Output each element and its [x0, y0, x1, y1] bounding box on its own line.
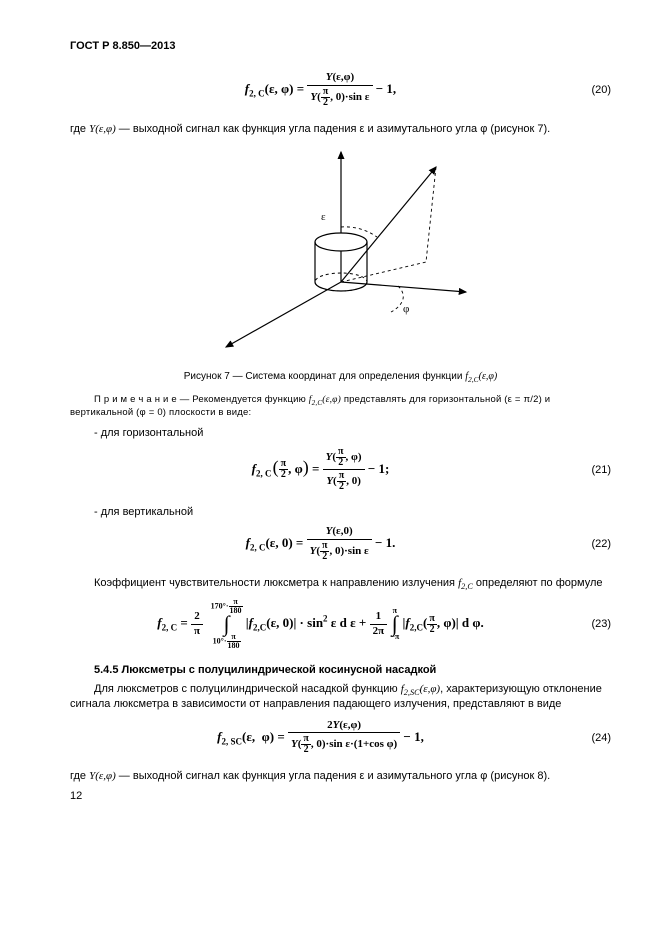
equation-22: f2, C(ε, 0) = Y(ε,0) Y(π2, 0)·sin ε − 1.… [70, 526, 611, 562]
equation-20: f2, C(ε, φ) = Y(ε,φ) Y(π2, 0)·sin ε − 1,… [70, 72, 611, 108]
para-y-def-1: где Y(ε,φ) — выходной сигнал как функция… [70, 122, 611, 137]
figure-7: ε φ [70, 142, 611, 365]
page-number: 12 [70, 790, 611, 802]
item-vertical: - для вертикальной [70, 506, 611, 518]
equation-number-24: (24) [571, 732, 611, 744]
epsilon-label: ε [321, 211, 326, 223]
para-coef-sensitivity: Коэффициент чувствительности люксметра к… [70, 576, 611, 591]
note-horizontal-vertical: П р и м е ч а н и е — Рекомендуется функ… [70, 394, 611, 419]
doc-header: ГОСТ Р 8.850—2013 [70, 40, 611, 52]
equation-number-22: (22) [571, 538, 611, 550]
item-horizontal: - для горизонтальной [70, 427, 611, 439]
equation-number-23: (23) [571, 618, 611, 630]
phi-label: φ [403, 303, 409, 315]
equation-21: f2, C (π2, φ) = Y(π2, φ) Y(π2, 0) − 1; (… [70, 447, 611, 492]
equation-number-21: (21) [571, 464, 611, 476]
equation-23: f2, C = 2π 170°·π180 ∫ 10°·π180 |f2,C(ε,… [70, 598, 611, 650]
para-semicyl-intro: Для люксметров с полуцилиндрической наса… [70, 682, 611, 712]
equation-24: f2, SC(ε, φ) = 2Y(ε,φ) Y(π2, 0)·sin ε·(1… [70, 720, 611, 756]
para-y-def-2: где Y(ε,φ) — выходной сигнал как функция… [70, 769, 611, 784]
section-5-4-5-heading: 5.4.5 Люксметры с полуцилиндрической кос… [70, 664, 611, 676]
equation-number-20: (20) [571, 84, 611, 96]
figure-7-caption: Рисунок 7 — Система координат для опреде… [70, 371, 611, 382]
